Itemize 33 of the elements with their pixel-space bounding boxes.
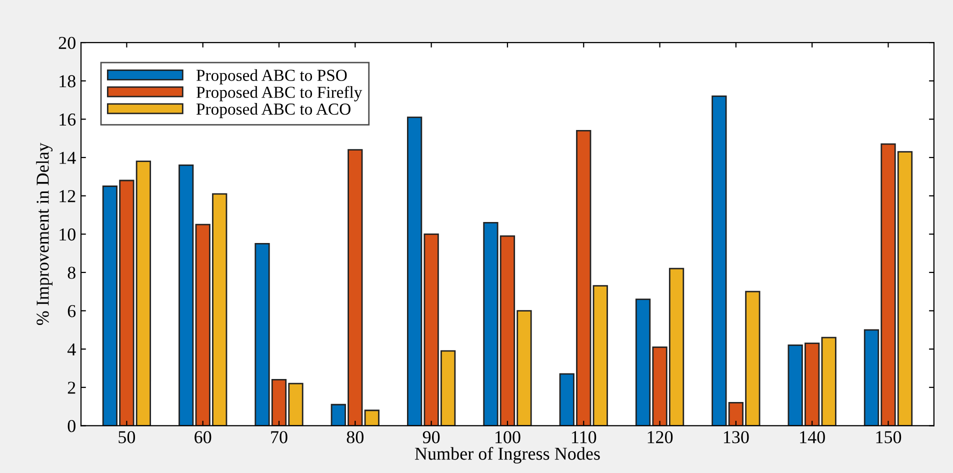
y-tick-label: 10 <box>60 228 76 241</box>
bar <box>592 285 608 426</box>
bar <box>407 116 422 426</box>
y-tick-label: 16 <box>60 114 76 126</box>
y-tick-label: 14 <box>60 152 76 164</box>
y-tick-label: 0 <box>68 420 76 432</box>
legend-label: Proposed ABC to Firefly <box>196 86 362 102</box>
x-tick-label: 120 <box>648 431 673 444</box>
legend-label: Proposed ABC to PSO <box>196 69 347 84</box>
x-tick-label: 60 <box>194 431 212 444</box>
bar <box>178 164 194 426</box>
x-axis-title: Number of Ingress Nodes <box>414 446 600 464</box>
x-tick-label: 50 <box>118 431 136 444</box>
x-tick-label: 90 <box>422 431 440 444</box>
x-tick-label: 100 <box>496 431 520 444</box>
y-tick-label: 6 <box>68 305 76 318</box>
y-tick-label: 20 <box>58 36 76 50</box>
bar <box>364 410 380 426</box>
x-tick-label: 150 <box>876 431 902 444</box>
y-tick-label: 2 <box>68 382 76 394</box>
y-axis-title: % Improvement in Delay <box>36 142 53 326</box>
bar <box>712 96 727 426</box>
x-tick-label: 140 <box>800 431 825 444</box>
legend-label: Proposed ABC to ACO <box>196 103 350 118</box>
x-tick-label: 130 <box>724 431 749 444</box>
y-tick-label: 4 <box>67 343 76 356</box>
x-tick-label: 110 <box>572 431 596 444</box>
y-tick-label: 18 <box>60 75 76 88</box>
y-tick-label: 12 <box>60 190 76 202</box>
x-tick-label: 80 <box>346 431 364 444</box>
x-tick-label: 70 <box>271 431 288 444</box>
bar <box>821 336 836 426</box>
y-tick-label: 8 <box>68 266 76 279</box>
